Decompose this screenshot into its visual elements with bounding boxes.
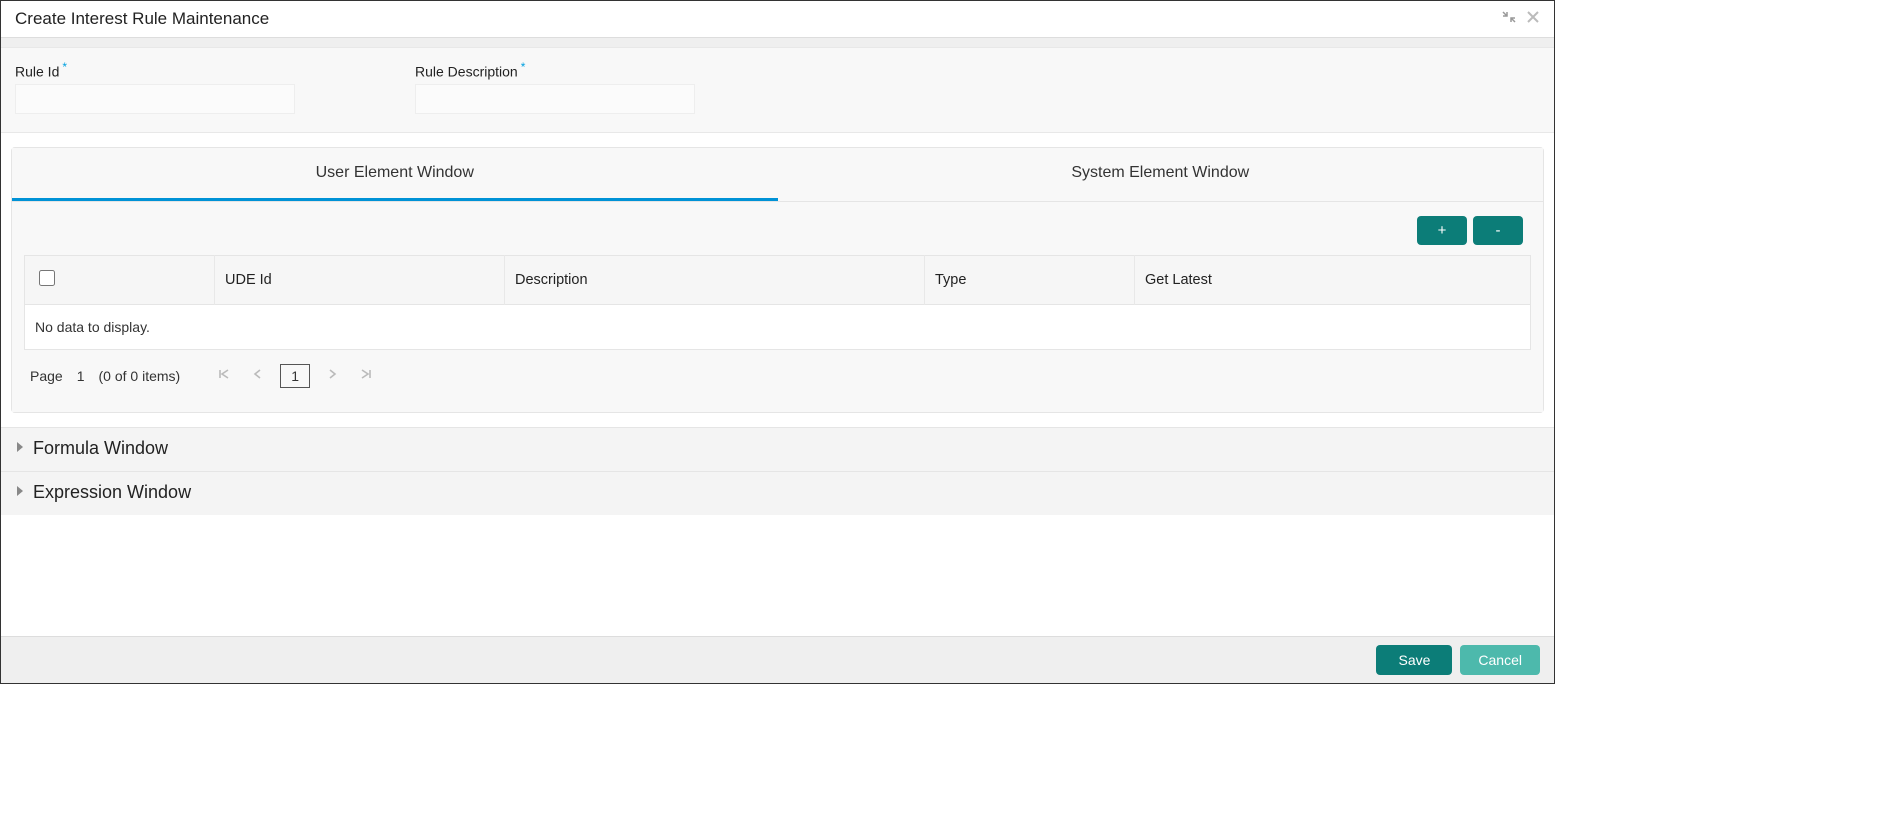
table-header-row: UDE Id Description Type Get Latest <box>25 255 1531 304</box>
required-star-icon: * <box>521 60 526 74</box>
page-items-text: (0 of 0 items) <box>99 368 181 384</box>
ude-table: UDE Id Description Type Get Latest No da… <box>24 255 1531 350</box>
table-toolbar: + - <box>24 212 1531 255</box>
titlebar: Create Interest Rule Maintenance <box>1 1 1554 38</box>
collapse-icon[interactable] <box>1502 10 1516 28</box>
tab-system-element[interactable]: System Element Window <box>778 148 1544 201</box>
cancel-button[interactable]: Cancel <box>1460 645 1540 675</box>
accordion-formula[interactable]: Formula Window <box>1 427 1554 471</box>
add-row-button[interactable]: + <box>1417 216 1467 245</box>
page-last-icon[interactable] <box>356 367 376 384</box>
rule-desc-label-text: Rule Description <box>415 64 518 80</box>
column-header-ude-id: UDE Id <box>215 255 505 304</box>
column-header-select <box>25 255 215 304</box>
save-button[interactable]: Save <box>1376 645 1452 675</box>
remove-row-button[interactable]: - <box>1473 216 1523 245</box>
close-icon[interactable] <box>1526 10 1540 28</box>
page-current-box[interactable]: 1 <box>280 364 310 388</box>
column-header-description: Description <box>505 255 925 304</box>
window-title: Create Interest Rule Maintenance <box>15 9 269 29</box>
tab-body-user: + - UDE Id Description Type <box>12 201 1543 412</box>
accordion-expression[interactable]: Expression Window <box>1 471 1554 515</box>
tabs-header: User Element Window System Element Windo… <box>12 148 1543 201</box>
pagination: Page 1 (0 of 0 items) 1 <box>24 350 1531 390</box>
chevron-right-icon <box>15 484 25 500</box>
rule-id-label: Rule Id* <box>15 60 295 80</box>
page-label: Page <box>30 368 63 384</box>
rule-desc-field: Rule Description* <box>415 60 695 114</box>
page-first-icon[interactable] <box>214 367 234 384</box>
page-next-icon[interactable] <box>324 367 342 384</box>
chevron-right-icon <box>15 440 25 456</box>
tab-user-element[interactable]: User Element Window <box>12 148 778 201</box>
column-header-get-latest: Get Latest <box>1135 255 1531 304</box>
rule-id-field: Rule Id* <box>15 60 295 114</box>
tabs-panel: User Element Window System Element Windo… <box>11 147 1544 413</box>
content-area: Rule Id* Rule Description* User Element … <box>1 38 1554 636</box>
form-section: Rule Id* Rule Description* <box>1 47 1554 133</box>
required-star-icon: * <box>62 60 67 74</box>
rule-desc-input[interactable] <box>415 84 695 114</box>
rule-id-label-text: Rule Id <box>15 64 59 80</box>
rule-desc-label: Rule Description* <box>415 60 695 80</box>
accordion-title-expression: Expression Window <box>33 482 191 503</box>
modal-window: Create Interest Rule Maintenance Rule Id… <box>0 0 1555 684</box>
tabs-wrapper: User Element Window System Element Windo… <box>1 133 1554 427</box>
page-number: 1 <box>77 368 85 384</box>
page-prev-icon[interactable] <box>248 367 266 384</box>
rule-id-input[interactable] <box>15 84 295 114</box>
no-data-message: No data to display. <box>25 304 1531 349</box>
window-controls <box>1502 10 1540 28</box>
spacer-band <box>1 38 1554 47</box>
column-header-type: Type <box>925 255 1135 304</box>
footer: Save Cancel <box>1 636 1554 683</box>
table-empty-row: No data to display. <box>25 304 1531 349</box>
select-all-checkbox[interactable] <box>39 270 55 286</box>
accordion-title-formula: Formula Window <box>33 438 168 459</box>
